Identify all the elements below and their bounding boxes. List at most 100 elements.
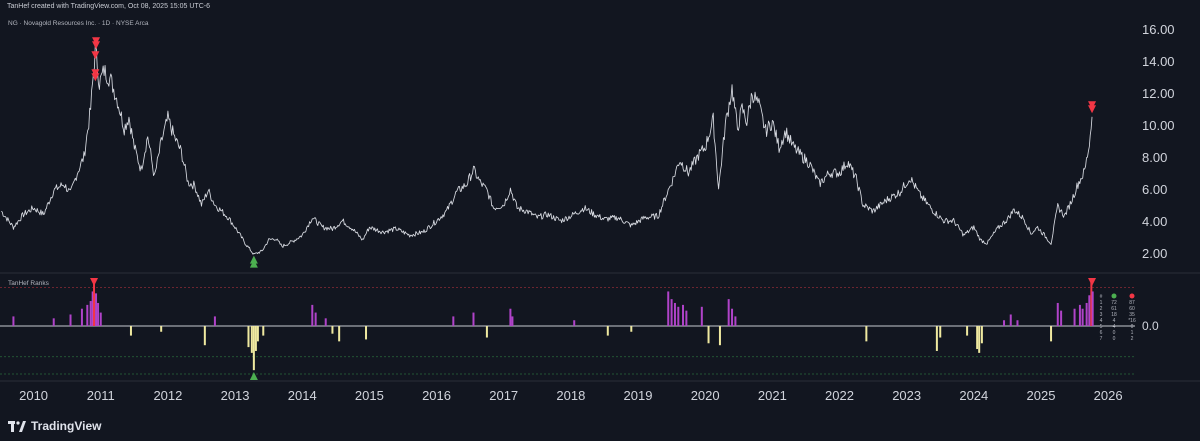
rank-bar <box>1090 281 1093 326</box>
rank-bar <box>213 316 216 326</box>
table-cell: 35 <box>1129 312 1135 318</box>
table-cell: 87 <box>1129 300 1135 306</box>
rank-bar <box>203 326 206 346</box>
rank-bar <box>247 326 250 348</box>
tradingview-logo[interactable]: TradingView <box>8 419 101 433</box>
rank-bar <box>129 326 132 336</box>
rank-bar <box>734 316 737 326</box>
buy-signal-marker <box>249 255 258 264</box>
rank-bar <box>86 304 89 326</box>
rank-bar <box>670 299 673 326</box>
y-tick-label: 12.00 <box>1142 86 1175 101</box>
rank-bar <box>976 326 979 350</box>
sell-signal-marker <box>91 69 100 78</box>
table-cell: 5 <box>1100 324 1103 330</box>
rank-bar <box>452 316 455 326</box>
rank-bar <box>472 312 475 326</box>
table-cell: 2 <box>1131 336 1134 342</box>
rank-bar <box>1091 291 1094 326</box>
table-cell: 4 <box>1100 318 1103 324</box>
rank-bar <box>1073 308 1076 326</box>
table-cell: 1 <box>1131 330 1134 336</box>
y-tick-label: 6.00 <box>1142 182 1167 197</box>
table-cell: 6 <box>1100 330 1103 336</box>
table-cell: 18 <box>1111 312 1117 318</box>
rank-bar <box>727 299 730 326</box>
rank-bar <box>509 308 512 326</box>
rank-bar <box>673 302 676 326</box>
rank-bar <box>511 316 514 326</box>
rank-bar <box>682 304 685 326</box>
x-tick-label: 2014 <box>288 388 317 403</box>
x-tick-label: 2022 <box>825 388 854 403</box>
table-cell: 4 <box>1113 324 1116 330</box>
rank-bar <box>262 326 265 336</box>
rank-bar <box>1016 320 1019 326</box>
sell-signal-marker <box>91 51 100 60</box>
y-tick-label: 16.00 <box>1142 22 1175 37</box>
rank-bar <box>606 326 609 336</box>
x-tick-label: 2021 <box>758 388 787 403</box>
rank-bar <box>630 326 633 332</box>
rank-bar <box>1050 326 1053 342</box>
price-series-line <box>1 41 1093 255</box>
x-tick-label: 2019 <box>624 388 653 403</box>
rank-bar <box>935 326 938 351</box>
sell-signal-marker <box>92 41 101 50</box>
rank-bar <box>93 281 96 326</box>
rank-bar <box>1003 320 1006 326</box>
rank-bar <box>338 326 341 342</box>
rank-bar <box>91 291 94 326</box>
table-green-dot-icon <box>1111 293 1117 299</box>
rank-bar <box>1060 310 1063 326</box>
rank-bar <box>89 301 92 326</box>
indicator-sell-marker <box>90 278 99 286</box>
rank-bar <box>52 318 55 326</box>
x-tick-label: 2017 <box>489 388 518 403</box>
rank-bar <box>573 320 576 326</box>
rank-bar <box>1009 314 1012 326</box>
x-tick-label: 2010 <box>19 388 48 403</box>
x-tick-label: 2024 <box>959 388 988 403</box>
rank-bar <box>685 310 688 326</box>
table-header-cell: # <box>1100 294 1103 300</box>
chart-area[interactable]: NG · Novagold Resources Inc. · 1D · NYSE… <box>0 16 1200 413</box>
table-cell: 0 <box>1113 330 1116 336</box>
rank-bar <box>677 306 680 326</box>
table-cell: 61 <box>1111 306 1117 312</box>
rank-bar <box>80 308 83 326</box>
rank-bar <box>1078 304 1081 326</box>
rank-bar <box>97 302 100 326</box>
indicator-sell-marker <box>1088 278 1097 286</box>
rank-bar <box>12 316 15 326</box>
rank-bar <box>485 326 488 338</box>
rank-bar <box>1081 308 1084 326</box>
rank-bar <box>700 306 703 326</box>
x-tick-label: 2025 <box>1027 388 1056 403</box>
rank-bar <box>865 326 868 342</box>
table-cell: 0 <box>1113 336 1116 342</box>
x-tick-label: 2013 <box>221 388 250 403</box>
table-cell: 7 <box>1100 336 1103 342</box>
rank-bar <box>707 326 710 344</box>
rank-bar <box>160 326 163 332</box>
rank-bar <box>250 326 253 353</box>
sell-signal-marker <box>91 73 100 82</box>
tradingview-brand-text: TradingView <box>31 419 102 433</box>
table-cell: 4 <box>1113 318 1116 324</box>
rank-bar <box>95 293 98 326</box>
credit-text: TanHef created with TradingView.com, Oct… <box>7 3 210 10</box>
rank-bar <box>314 312 317 326</box>
rank-bar <box>1088 295 1091 326</box>
table-cell: 2 <box>1100 306 1103 312</box>
rank-bar <box>1056 302 1059 326</box>
y-tick-label: 10.00 <box>1142 118 1175 133</box>
chart-canvas[interactable]: NG · Novagold Resources Inc. · 1D · NYSE… <box>0 16 1200 413</box>
x-tick-label: 2020 <box>691 388 720 403</box>
table-cell: 0 <box>1131 324 1134 330</box>
rank-bar <box>978 326 981 353</box>
rank-bar <box>311 304 314 326</box>
y-tick-label: 2.00 <box>1142 246 1167 261</box>
rank-bar <box>256 326 259 342</box>
table-cell: 3 <box>1100 312 1103 318</box>
